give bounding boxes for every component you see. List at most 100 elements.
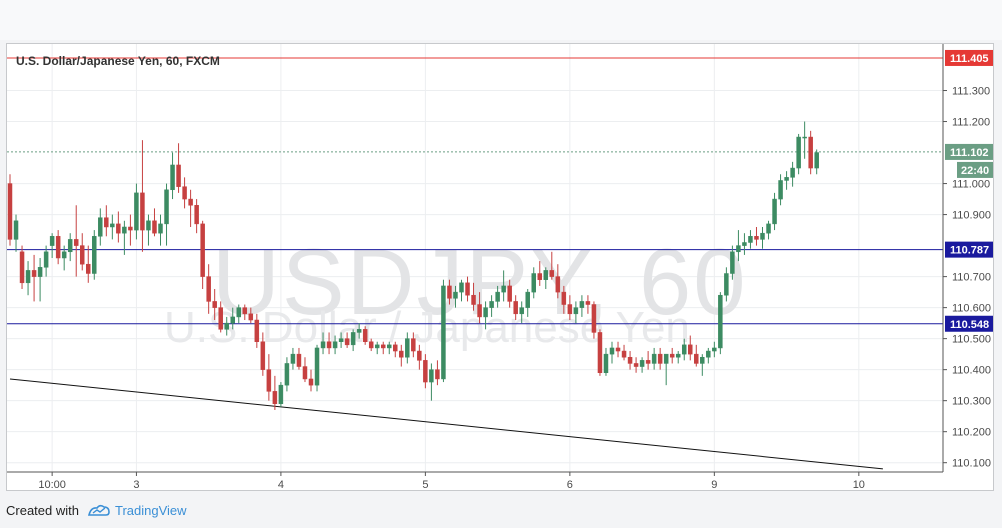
- candle: [164, 183, 169, 246]
- trendline[interactable]: [9, 378, 883, 470]
- candle-body: [98, 217, 103, 237]
- time-axis[interactable]: 10:00 3 4 5 6 9 10: [38, 472, 865, 491]
- candle-body: [441, 285, 446, 380]
- candle: [128, 214, 133, 246]
- candle-body: [134, 192, 139, 231]
- candle-body: [724, 273, 729, 296]
- candle-body: [537, 273, 543, 280]
- candle-body: [543, 270, 549, 280]
- candle: [182, 177, 187, 209]
- candle: [31, 254, 37, 302]
- level-badge: [945, 49, 993, 66]
- candle: [712, 341, 717, 358]
- candle-body: [778, 180, 783, 200]
- price-axis[interactable]: 111.300 111.200 111.000 110.900 110.700 110.6…: [943, 86, 991, 470]
- candle-body: [296, 353, 302, 367]
- candle: [778, 174, 783, 206]
- candle: [55, 230, 61, 265]
- candle-body: [525, 291, 530, 308]
- candle-body: [332, 341, 338, 349]
- price-tick-label: 110.700: [952, 272, 991, 284]
- candle: [585, 295, 591, 314]
- candle: [308, 369, 314, 392]
- candle-body: [567, 304, 573, 315]
- candle-body: [561, 291, 567, 305]
- candle: [621, 344, 627, 361]
- candle: [681, 338, 687, 361]
- candle: [25, 261, 31, 296]
- candle: [260, 332, 266, 376]
- candle: [754, 226, 759, 246]
- candle-body: [465, 282, 470, 296]
- price-tick-label: 110.200: [952, 427, 991, 439]
- candle-body: [495, 291, 500, 302]
- candle-body: [110, 223, 115, 228]
- candle: [561, 285, 567, 314]
- horizontal-levels[interactable]: [7, 57, 943, 325]
- candle: [453, 285, 458, 308]
- candle: [380, 341, 386, 355]
- candle-body: [86, 263, 91, 274]
- candle-body: [230, 316, 235, 324]
- candle-body: [411, 338, 416, 352]
- price-tick-label: 110.100: [952, 458, 991, 470]
- candle-body: [627, 356, 633, 364]
- candle: [808, 130, 813, 175]
- candle: [152, 208, 157, 237]
- candle-body: [374, 344, 380, 349]
- candle: [796, 133, 801, 175]
- candle-body: [116, 223, 121, 234]
- level-badge-label: 110.548: [950, 319, 989, 331]
- candle: [742, 233, 747, 255]
- candle-body: [224, 322, 229, 330]
- tradingview-link[interactable]: TradingView: [114, 502, 187, 518]
- time-tick-label: 10: [853, 479, 865, 491]
- candle: [350, 329, 356, 352]
- support-trendline[interactable]: [9, 378, 883, 470]
- candle: [314, 344, 320, 392]
- candle-body: [308, 378, 314, 386]
- candle-body: [399, 350, 404, 358]
- candle: [651, 347, 657, 370]
- watermark: USDJPY, 60 U.S. Dollar / Japanese Yen: [164, 229, 746, 352]
- candle: [254, 313, 260, 348]
- candle: [784, 171, 789, 190]
- candle: [766, 220, 771, 240]
- candle-body: [344, 338, 350, 346]
- candle: [802, 121, 807, 159]
- candle-body: [79, 245, 85, 265]
- price-tick-label: 110.500: [952, 334, 991, 346]
- candle-body: [67, 239, 73, 253]
- candle: [555, 264, 561, 299]
- candle-body: [158, 223, 163, 234]
- candle-body: [152, 220, 157, 234]
- candle-body: [585, 301, 591, 305]
- candle: [435, 360, 440, 386]
- candle-body: [796, 136, 801, 169]
- candle-body: [688, 344, 693, 355]
- candle-body: [356, 329, 362, 333]
- candle: [760, 226, 765, 249]
- candle: [224, 316, 229, 336]
- candle-body: [555, 276, 561, 293]
- candle: [146, 214, 151, 246]
- candle: [332, 335, 338, 355]
- candle: [326, 332, 332, 355]
- price-tick-label: 110.300: [952, 396, 991, 408]
- price-tick-label: 111.200: [952, 117, 990, 129]
- candle-body: [122, 226, 127, 234]
- candle: [110, 214, 115, 240]
- candle-body: [73, 239, 79, 246]
- candle: [471, 282, 476, 311]
- candle-body: [31, 270, 37, 277]
- price-tick-label: 110.400: [952, 365, 991, 377]
- candlestick-chart[interactable]: USDJPY, 60 U.S. Dollar / Japanese Yen 11…: [7, 44, 995, 492]
- candle: [573, 301, 579, 324]
- chart-panel[interactable]: USDJPY, 60 U.S. Dollar / Japanese Yen 11…: [6, 43, 994, 491]
- candle-body: [320, 341, 326, 349]
- candle-body: [13, 220, 19, 240]
- candle: [92, 230, 97, 280]
- candle: [104, 205, 109, 237]
- price-tick-label: 111.000: [952, 179, 990, 191]
- tradingview-logo-icon[interactable]: [87, 503, 111, 517]
